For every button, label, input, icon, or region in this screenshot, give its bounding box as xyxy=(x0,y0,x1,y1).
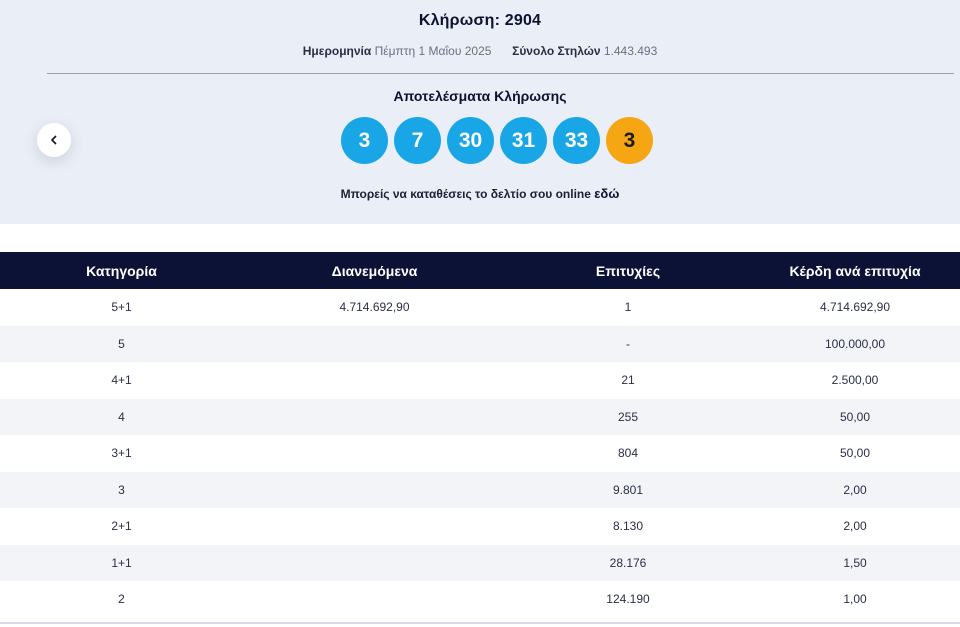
table-header-row: Κατηγορία Διανεμόμενα Επιτυχίες Κέρδη αν… xyxy=(0,252,960,289)
cell-winners: 124.190 xyxy=(606,592,650,607)
number-ball: 7 xyxy=(394,117,441,164)
cell-prize: 2.500,00 xyxy=(831,373,879,388)
draw-title: Κλήρωση: 2904 xyxy=(418,12,542,29)
table-row: 4+1 21 2.500,00 xyxy=(0,362,960,399)
date-label: Ημερομηνία xyxy=(302,44,372,58)
cell-distributed xyxy=(243,435,506,472)
results-title: Αποτελέσματα Κλήρωσης xyxy=(393,88,567,104)
table-row: 2+1 8.130 2,00 xyxy=(0,508,960,545)
table-row: 3+1 804 50,00 xyxy=(0,435,960,472)
cell-distributed xyxy=(243,508,506,545)
previous-draw-button[interactable] xyxy=(37,123,71,157)
draw-meta: Ημερομηνία Πέμπτη 1 Μαΐου 2025 Σύνολο Στ… xyxy=(0,44,960,58)
cell-prize: 50,00 xyxy=(839,409,871,424)
cell-prize: 4.714.692,90 xyxy=(819,300,891,315)
online-bet-text: Μπορείς να καταθέσεις το δελτίο σου onli… xyxy=(0,186,960,201)
header-winners: Επιτυχίες xyxy=(595,262,661,279)
number-ball: 30 xyxy=(447,117,494,164)
cell-distributed xyxy=(243,326,506,363)
cell-prize: 100.000,00 xyxy=(824,336,886,351)
cell-category: 2 xyxy=(118,592,125,607)
online-bet-link[interactable]: εδώ xyxy=(594,186,620,201)
cell-distributed: 4.714.692,90 xyxy=(339,300,410,315)
header-prize-per-winner: Κέρδη ανά επιτυχία xyxy=(789,262,921,279)
cell-distributed xyxy=(243,472,506,509)
cell-distributed xyxy=(243,362,506,399)
cell-prize: 1,00 xyxy=(843,592,867,607)
cell-distributed xyxy=(243,545,506,582)
cell-category: 5 xyxy=(118,336,125,351)
table-row: 5 - 100.000,00 xyxy=(0,325,960,363)
number-ball: 3 xyxy=(341,117,388,164)
draw-summary-panel: Κλήρωση: 2904 Ημερομηνία Πέμπτη 1 Μαΐου … xyxy=(0,0,960,224)
cell-winners: - xyxy=(626,336,630,351)
number-ball: 33 xyxy=(553,117,600,164)
cell-category: 4 xyxy=(118,409,125,424)
cell-category: 5+1 xyxy=(111,300,132,315)
joker-ball: 3 xyxy=(606,117,653,164)
columns-value: 1.443.493 xyxy=(603,44,658,58)
cell-winners: 1 xyxy=(624,300,632,315)
cell-category: 3 xyxy=(118,482,125,497)
online-bet-label: Μπορείς να καταθέσεις το δελτίο σου onli… xyxy=(340,187,591,201)
chevron-left-icon xyxy=(51,135,57,145)
table-row: 4 255 50,00 xyxy=(0,398,960,436)
bottom-divider xyxy=(0,622,960,624)
cell-prize: 2,00 xyxy=(843,519,867,534)
cell-category: 3+1 xyxy=(111,446,132,461)
cell-winners: 9.801 xyxy=(612,482,644,497)
date-value: Πέμπτη 1 Μαΐου 2025 xyxy=(374,44,492,58)
columns-label: Σύνολο Στηλών xyxy=(512,44,601,58)
cell-winners: 28.176 xyxy=(609,555,647,570)
table-row: 5+1 4.714.692,90 1 4.714.692,90 xyxy=(0,289,960,326)
divider xyxy=(47,73,954,74)
prize-table: Κατηγορία Διανεμόμενα Επιτυχίες Κέρδη αν… xyxy=(0,252,960,618)
number-ball: 31 xyxy=(500,117,547,164)
cell-prize: 2,00 xyxy=(843,482,867,497)
cell-category: 4+1 xyxy=(111,373,132,388)
cell-distributed xyxy=(243,581,506,618)
header-category: Κατηγορία xyxy=(86,262,157,279)
cell-winners: 8.130 xyxy=(612,519,644,534)
table-row: 2 124.190 1,00 xyxy=(0,581,960,618)
table-row: 1+1 28.176 1,50 xyxy=(0,544,960,582)
table-row: 3 9.801 2,00 xyxy=(0,471,960,509)
cell-winners: 255 xyxy=(617,409,639,424)
cell-category: 1+1 xyxy=(111,555,132,570)
cell-prize: 1,50 xyxy=(843,555,867,570)
cell-winners: 804 xyxy=(617,446,639,461)
cell-winners: 21 xyxy=(621,373,635,388)
cell-distributed xyxy=(243,399,506,436)
header-distributed: Διανεμόμενα xyxy=(331,262,418,279)
winning-numbers: 3 7 30 31 33 3 xyxy=(341,117,653,164)
cell-category: 2+1 xyxy=(111,519,132,534)
cell-prize: 50,00 xyxy=(839,446,871,461)
